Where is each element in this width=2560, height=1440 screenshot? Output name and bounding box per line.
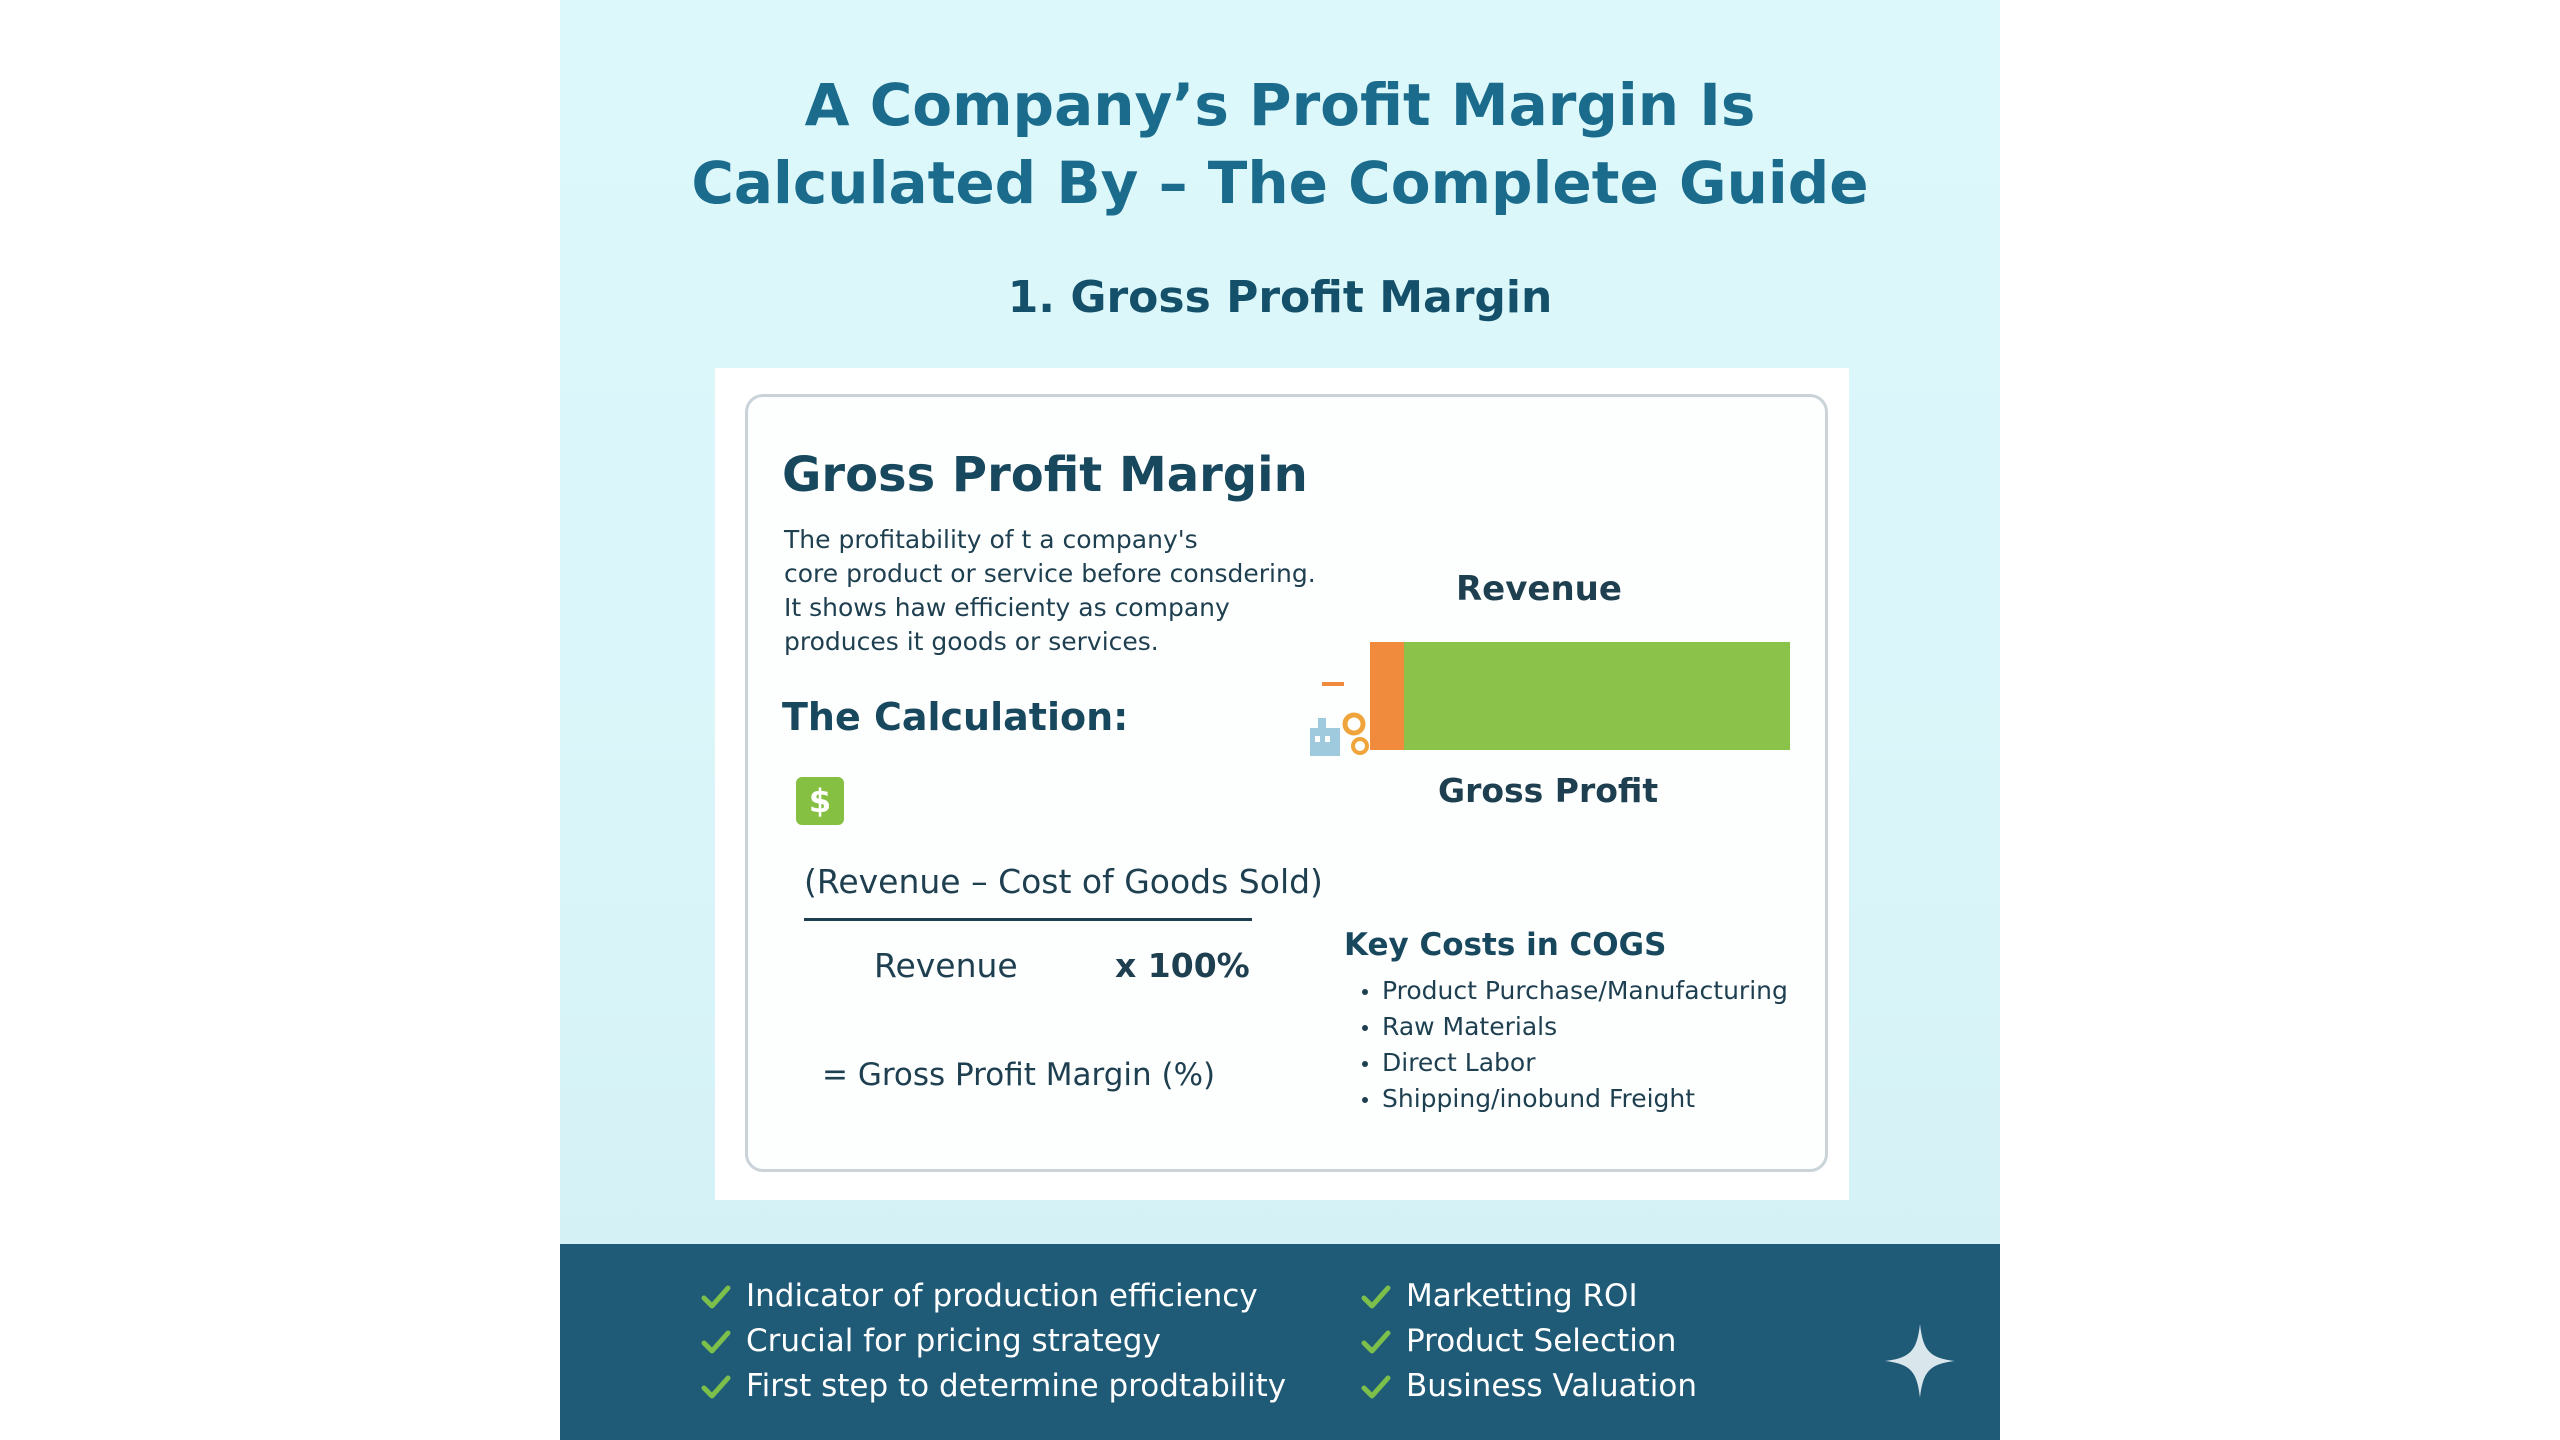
benefit-text: Crucial for pricing strategy [746, 1323, 1161, 1359]
description-line: It shows haw efficienty as company [784, 593, 1230, 622]
card-description: The profitability of t a company's core … [784, 523, 1344, 659]
revenue-label: Revenue [1456, 569, 1622, 609]
check-icon [1361, 1330, 1391, 1353]
list-item: Product Purchase/Manufacturing [1360, 973, 1788, 1009]
calculation-title: The Calculation: [782, 695, 1129, 739]
formula-result: = Gross Profit Margin (%) [822, 1057, 1216, 1093]
cost-bar-segment [1370, 642, 1404, 750]
benefit-text: Marketting ROI [1406, 1278, 1638, 1314]
benefits-right: Marketting ROI Product Selection Busines… [1360, 1274, 1697, 1409]
check-icon [701, 1285, 731, 1308]
gross-profit-card: Gross Profit Margin The profitability of… [745, 394, 1828, 1172]
benefits-footer: Indicator of production efficiency Cruci… [560, 1244, 2000, 1440]
benefit-text: Indicator of production efficiency [746, 1278, 1258, 1314]
gross-profit-label: Gross Profit [1438, 771, 1659, 810]
page-title-line-1: A Company’s Profit Margin Is [804, 71, 1756, 139]
check-icon [1361, 1375, 1391, 1398]
page-title: A Company’s Profit Margin Is Calculated … [560, 66, 2000, 222]
dollar-icon: $ [796, 777, 844, 825]
description-line: produces it goods or services. [784, 627, 1159, 656]
card-title: Gross Profit Margin [782, 447, 1308, 503]
benefit-item: Business Valuation [1360, 1364, 1697, 1409]
benefit-item: First step to determine prodtability [700, 1364, 1286, 1409]
benefit-item: Indicator of production efficiency [700, 1274, 1286, 1319]
list-item: Direct Labor [1360, 1045, 1788, 1081]
benefit-item: Product Selection [1360, 1319, 1697, 1364]
description-line: The profitability of t a company's [784, 525, 1198, 554]
check-icon [1361, 1285, 1391, 1308]
benefit-text: Business Valuation [1406, 1368, 1697, 1404]
gross-profit-bar-segment [1404, 642, 1790, 750]
list-item: Raw Materials [1360, 1009, 1788, 1045]
cogs-title: Key Costs in COGS [1344, 927, 1667, 963]
slide: A Company’s Profit Margin Is Calculated … [560, 0, 2000, 1440]
factory-icon [1310, 682, 1369, 756]
check-icon [701, 1375, 731, 1398]
benefit-item: Marketting ROI [1360, 1274, 1697, 1319]
fraction-line [804, 918, 1252, 921]
description-line: core product or service before consderin… [784, 559, 1316, 588]
benefit-item: Crucial for pricing strategy [700, 1319, 1286, 1364]
formula-numerator: (Revenue – Cost of Goods Sold) [804, 862, 1323, 901]
benefit-text: Product Selection [1406, 1323, 1677, 1359]
check-icon [701, 1330, 731, 1353]
list-item: Shipping/inobund Freight [1360, 1081, 1788, 1117]
formula-multiplier: x 100% [1115, 946, 1250, 985]
sparkle-icon [1885, 1324, 1955, 1398]
formula-denominator: Revenue [874, 946, 1018, 985]
benefits-left: Indicator of production efficiency Cruci… [700, 1274, 1286, 1409]
section-title: 1. Gross Profit Margin [1007, 272, 1553, 323]
page-title-line-2: Calculated By – The Complete Guide [691, 149, 1869, 217]
benefit-text: First step to determine prodtability [746, 1368, 1287, 1404]
cogs-list: Product Purchase/Manufacturing Raw Mater… [1360, 973, 1788, 1117]
